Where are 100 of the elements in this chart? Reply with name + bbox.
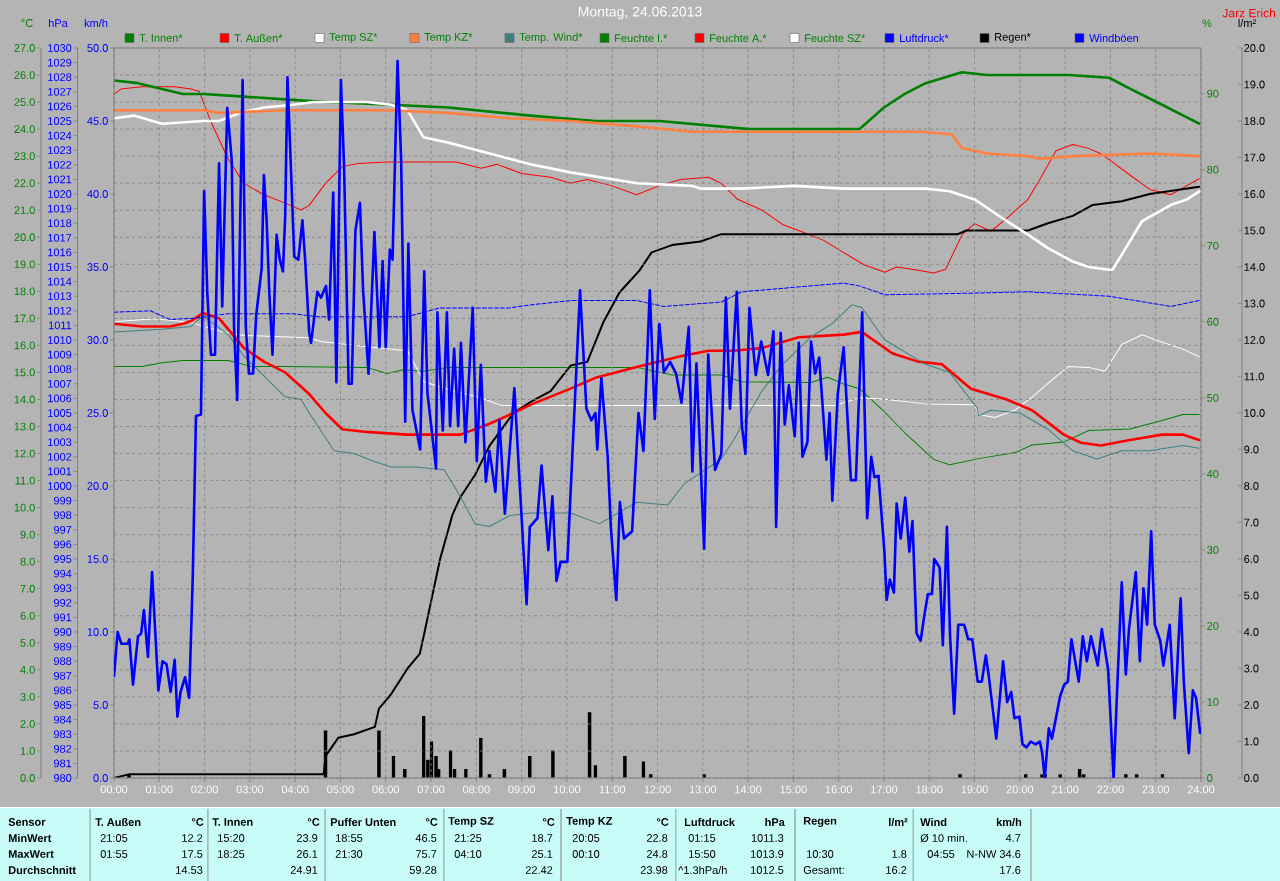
y2-tick-label: 980	[53, 774, 72, 782]
legend-label: Temp KZ*	[424, 33, 473, 43]
text: 22.8	[646, 834, 668, 842]
y3-tick-label: 15.0	[87, 555, 108, 563]
y3-tick-label: 45.0	[87, 117, 108, 125]
x-tick-label: 20:00	[1006, 785, 1034, 794]
legend-label: Feuchte A.*	[710, 33, 767, 43]
text: 21:05	[100, 834, 128, 842]
y2-tick-label: 1025	[48, 117, 72, 125]
y2-tick-label: 1011	[48, 321, 72, 330]
text: Luftdruck	[684, 817, 735, 827]
y-tick-label: 12.0	[1244, 336, 1265, 344]
y2-tick-label: 1030	[48, 44, 72, 52]
y2-tick-label: 1018	[48, 219, 72, 228]
text: MaxWert	[8, 850, 54, 858]
y2-tick-label: 1009	[48, 350, 72, 359]
y2-tick-label: 1023	[48, 146, 72, 155]
bar	[1058, 774, 1062, 778]
y2-tick-label: 997	[53, 525, 72, 534]
y2-tick-label: 1027	[48, 87, 72, 96]
y-axis-title: l/m²	[1238, 18, 1256, 28]
x-tick-label: 00:00	[100, 785, 128, 794]
text: Temp KZ	[566, 817, 613, 827]
x-tick-label: 13:00	[689, 785, 717, 794]
text: 23.9	[296, 834, 318, 842]
text: Ø 10 min.	[920, 833, 967, 843]
legend-label: T. Außen*	[234, 33, 283, 43]
text: 04:55	[927, 850, 955, 858]
text: 1012.5	[751, 866, 784, 874]
text: km/h	[996, 817, 1022, 827]
text: 22.42	[525, 866, 553, 874]
y3-tick-label: 0.0	[93, 774, 108, 782]
y-tick-label: 27.0	[14, 44, 35, 52]
text: 24.8	[646, 850, 668, 858]
y2-tick-label: 10	[1207, 698, 1219, 706]
text: 00:10	[572, 850, 600, 858]
text: 15:50	[689, 850, 716, 858]
x-tick-label: 09:00	[508, 785, 535, 794]
y2-tick-label: 1028	[48, 73, 72, 82]
text: l/m²	[889, 817, 908, 827]
text: 59.28	[409, 866, 437, 874]
y-tick-label: 9.0	[1244, 445, 1259, 454]
x-tick-label: 17:00	[871, 785, 898, 794]
y2-tick-label: 1010	[48, 336, 72, 344]
y-tick-label: 0.0	[20, 774, 35, 782]
y2-tick-label: 70	[1207, 241, 1219, 250]
y-tick-label: 14.0	[14, 395, 35, 404]
x-tick-label: 01:00	[145, 785, 173, 794]
y-tick-label: 24.0	[14, 125, 35, 133]
y-tick-label: 5.0	[1244, 591, 1259, 600]
text: 14.53	[176, 866, 203, 874]
text: Temp SZ	[448, 817, 494, 827]
y-tick-label: 7.0	[1244, 518, 1259, 527]
y2-tick-label: 1000	[48, 482, 72, 490]
text: 20:05	[572, 834, 600, 842]
y2-tick-label: 990	[53, 628, 72, 636]
y-tick-label: 8.0	[20, 557, 35, 566]
y-tick-label: 9.0	[20, 530, 35, 539]
text: 4.7	[1005, 834, 1021, 842]
y-tick-label: 18.0	[1244, 117, 1265, 125]
y2-tick-label: 1007	[48, 379, 72, 388]
x-tick-label: 03:00	[236, 785, 264, 794]
y2-tick-label: 996	[53, 540, 72, 549]
y2-tick-label: 991	[53, 613, 72, 622]
y2-tick-label: 80	[1207, 165, 1219, 174]
y2-tick-label: 992	[53, 598, 72, 607]
y-tick-label: 13.0	[14, 422, 35, 431]
text: 1013.9	[751, 850, 784, 858]
y-tick-label: 6.0	[20, 611, 35, 620]
y2-tick-label: 1003	[48, 438, 72, 447]
y-tick-label: 8.0	[1244, 482, 1259, 490]
text: T. Außen	[95, 817, 141, 827]
text: ^1.3hPa/h	[678, 865, 727, 875]
y2-tick-label: 1016	[48, 248, 72, 257]
text: MinWert	[8, 833, 52, 843]
legend-label: Windböen	[1089, 33, 1139, 43]
bar	[377, 730, 381, 778]
y2-tick-label: 1017	[48, 233, 72, 242]
y-tick-label: 2.0	[1244, 701, 1259, 709]
text: 12.2	[182, 834, 203, 842]
y3-tick-label: 30.0	[87, 336, 108, 344]
y2-tick-label: 1021	[48, 175, 72, 184]
y-tick-label: 20.0	[14, 233, 35, 242]
bar	[403, 768, 407, 778]
y2-tick-label: 1029	[48, 58, 72, 67]
text: °C	[307, 818, 320, 826]
text: N-NW 34.6	[967, 850, 1021, 858]
y-tick-label: 14.0	[1244, 263, 1265, 271]
text: °C	[425, 818, 438, 826]
y-tick-label: 4.0	[20, 665, 35, 674]
x-tick-label: 07:00	[417, 785, 445, 794]
x-tick-label: 18:00	[916, 785, 943, 794]
text: Puffer Unten	[330, 817, 396, 827]
legend-label: Feuchte SZ*	[805, 33, 866, 43]
y-tick-label: 18.0	[14, 287, 35, 296]
bar	[958, 774, 962, 778]
y2-tick-label: 1013	[48, 292, 72, 301]
y-tick-label: 1.0	[20, 747, 35, 755]
y2-tick-label: 1006	[48, 394, 72, 403]
y-tick-label: 2.0	[20, 720, 35, 728]
